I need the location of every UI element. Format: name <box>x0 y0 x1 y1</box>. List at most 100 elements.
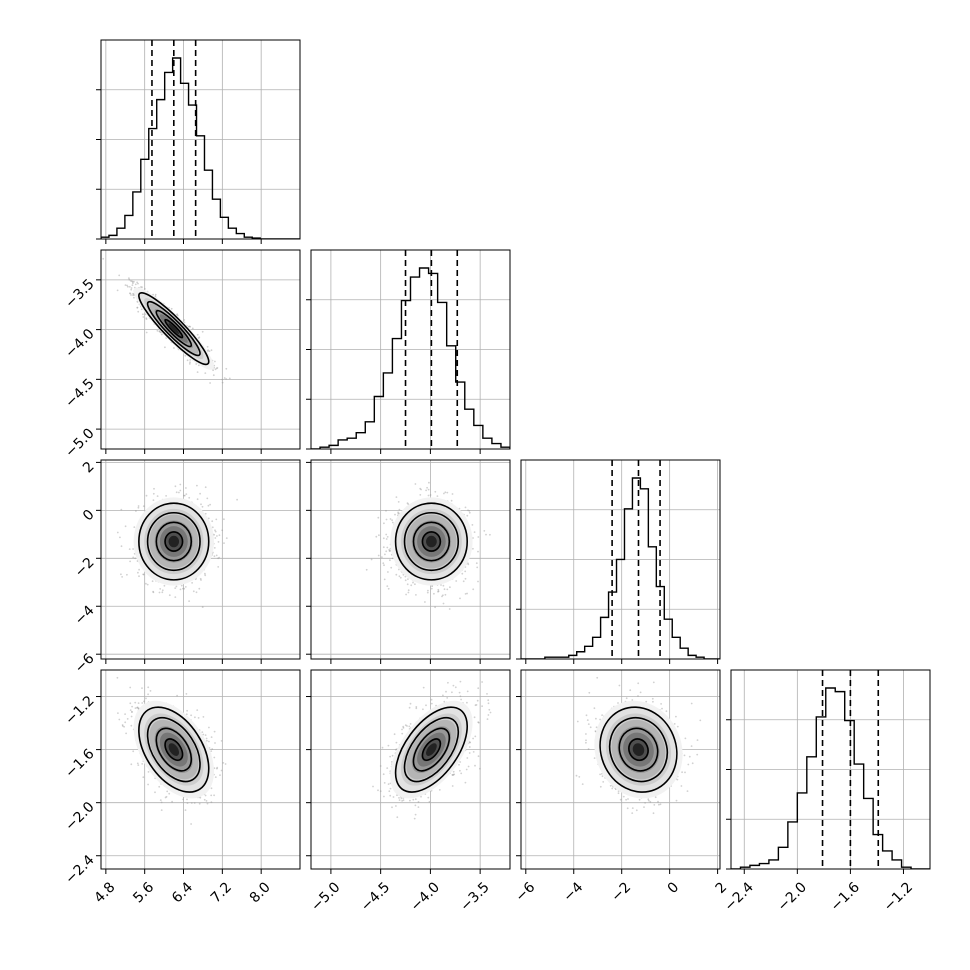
sample-point <box>119 536 121 539</box>
sample-point <box>127 285 129 288</box>
sample-point <box>391 519 393 522</box>
sample-point <box>120 508 123 511</box>
sample-point <box>204 794 207 797</box>
x-tick-label: 2 <box>713 879 731 897</box>
sample-point <box>665 710 668 713</box>
sample-point <box>179 483 182 486</box>
sample-point <box>396 816 399 819</box>
sample-point <box>129 292 132 295</box>
sample-point <box>131 280 134 283</box>
sample-point <box>216 535 218 537</box>
sample-point <box>160 333 163 336</box>
sample-point <box>576 720 579 723</box>
sample-point <box>387 571 389 573</box>
sample-point <box>631 812 634 814</box>
sample-point <box>461 572 464 575</box>
sample-point <box>134 707 137 709</box>
sample-point <box>475 704 478 706</box>
sample-point <box>419 487 422 490</box>
sample-point <box>602 781 605 783</box>
sample-point <box>145 697 147 700</box>
sample-point <box>140 286 142 288</box>
density <box>390 700 473 799</box>
panel-1-1 <box>306 249 511 454</box>
sample-point <box>481 705 483 708</box>
sample-point <box>483 530 486 532</box>
sample-point <box>455 580 458 582</box>
sample-point <box>426 591 429 594</box>
sample-point <box>477 687 480 690</box>
sample-point <box>137 282 139 285</box>
sample-point <box>472 588 475 591</box>
sample-point <box>489 711 492 714</box>
sample-point <box>587 748 590 750</box>
sample-point <box>450 499 453 502</box>
sample-point <box>189 325 192 328</box>
sample-point <box>145 317 148 319</box>
sample-point <box>156 329 159 332</box>
sample-point <box>430 698 433 701</box>
grid <box>311 250 510 449</box>
sample-point <box>158 591 161 594</box>
sample-point <box>214 742 216 744</box>
sample-point <box>443 588 446 591</box>
sample-point <box>386 767 389 769</box>
sample-point <box>675 799 678 802</box>
sample-point <box>102 257 105 260</box>
grid <box>101 40 300 239</box>
sample-point <box>217 566 220 568</box>
sample-point <box>195 363 198 365</box>
contour-line <box>138 706 210 793</box>
sample-point <box>144 288 146 290</box>
sample-point <box>422 708 424 711</box>
sample-point <box>477 550 479 553</box>
sample-point <box>183 494 185 497</box>
sample-point <box>452 684 455 687</box>
sample-point <box>625 798 627 801</box>
sample-point <box>377 554 380 557</box>
contour-line <box>164 531 184 552</box>
sample-point <box>160 809 163 811</box>
sample-point <box>221 529 224 532</box>
sample-point <box>152 499 155 501</box>
sample-point <box>160 801 163 804</box>
sample-point <box>142 313 144 316</box>
sample-point <box>131 711 133 713</box>
sample-point <box>202 716 205 718</box>
density <box>390 497 473 586</box>
sample-point <box>417 801 420 803</box>
sample-point <box>466 701 468 704</box>
sample-point <box>406 583 409 586</box>
sample-point <box>681 771 683 774</box>
sample-point <box>158 785 161 788</box>
sample-point <box>382 562 385 565</box>
sample-point <box>414 813 417 816</box>
histogram-series <box>311 267 510 449</box>
sample-point <box>141 687 143 689</box>
sample-point <box>391 754 394 757</box>
contour-line <box>628 738 649 762</box>
sample-point <box>429 494 432 496</box>
sample-point <box>201 330 204 333</box>
sample-point <box>187 325 190 328</box>
sample-point <box>414 583 416 586</box>
sample-point <box>684 737 687 740</box>
contour-line <box>412 727 451 772</box>
sample-point <box>184 809 187 811</box>
sample-point <box>486 693 488 695</box>
x-tick-label: −1.6 <box>828 879 863 914</box>
sample-point <box>131 284 134 287</box>
sample-point <box>449 586 451 589</box>
sample-point <box>578 776 581 778</box>
sample-point <box>412 798 415 801</box>
sample-point <box>409 799 411 802</box>
sample-point <box>121 724 124 726</box>
sample-point <box>459 680 462 683</box>
sample-point <box>402 799 405 802</box>
sample-point <box>206 497 209 500</box>
sample-point <box>132 294 134 296</box>
sample-point <box>407 589 410 592</box>
panel-frame <box>310 669 511 870</box>
sample-point <box>126 573 128 576</box>
sample-point <box>175 585 178 588</box>
